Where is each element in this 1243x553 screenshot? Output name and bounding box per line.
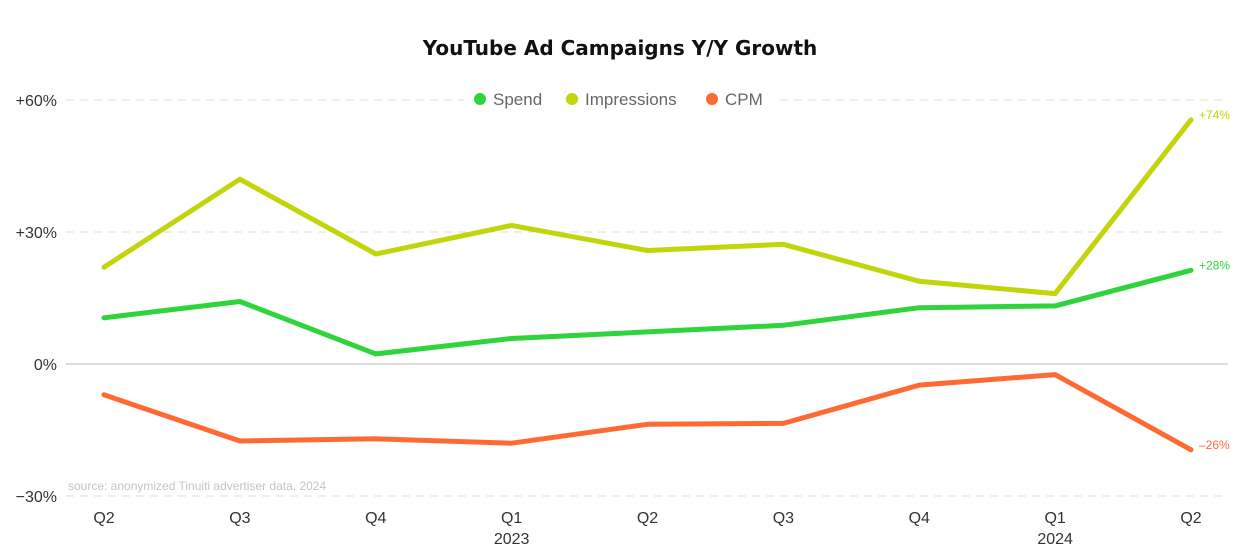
end-label-cpm: –26% [1199,438,1230,452]
x-tick-label: Q4 [909,510,930,527]
legend-label-impressions: Impressions [585,90,677,109]
x-tick-label: Q3 [773,510,794,527]
x-tick-label: Q3 [229,510,250,527]
series-line-impressions [101,117,1194,297]
end-label-spend: +28% [1199,258,1230,272]
chart-title: YouTube Ad Campaigns Y/Y Growth [422,36,818,60]
end-label-impressions: +74% [1199,108,1230,122]
x-year-label: 2023 [494,531,530,548]
legend-label-cpm: CPM [725,90,763,109]
y-tick-label: 0% [34,357,57,374]
source-note: source: anonymized Tinuiti advertiser da… [68,479,326,493]
legend: Spend Impressions CPM [464,86,774,112]
x-axis-ticks: Q2 Q3 Q4 Q1 Q2 Q3 Q4 Q1 Q2 2023 2024 [93,510,1201,548]
x-tick-label: Q1 [1044,510,1065,527]
legend-background [464,86,774,112]
gridlines [66,99,1228,497]
legend-label-spend: Spend [493,90,542,109]
series-lines: +28% +74% –26% [101,108,1230,453]
x-tick-label: Q2 [637,510,658,527]
legend-marker-cpm [706,93,718,105]
x-tick-label: Q2 [1180,510,1201,527]
legend-marker-spend [474,93,486,105]
series-line-spend [101,267,1194,357]
y-tick-label: +30% [16,225,57,242]
x-year-label: 2024 [1037,531,1073,548]
x-tick-label: Q2 [93,510,114,527]
y-axis-ticks: +60% +30% 0% −30% [16,93,57,506]
series-line-cpm [101,372,1194,453]
x-tick-label: Q1 [501,510,522,527]
legend-marker-impressions [566,93,578,105]
x-tick-label: Q4 [365,510,386,527]
y-tick-label: +60% [16,93,57,110]
y-tick-label: −30% [16,489,57,506]
